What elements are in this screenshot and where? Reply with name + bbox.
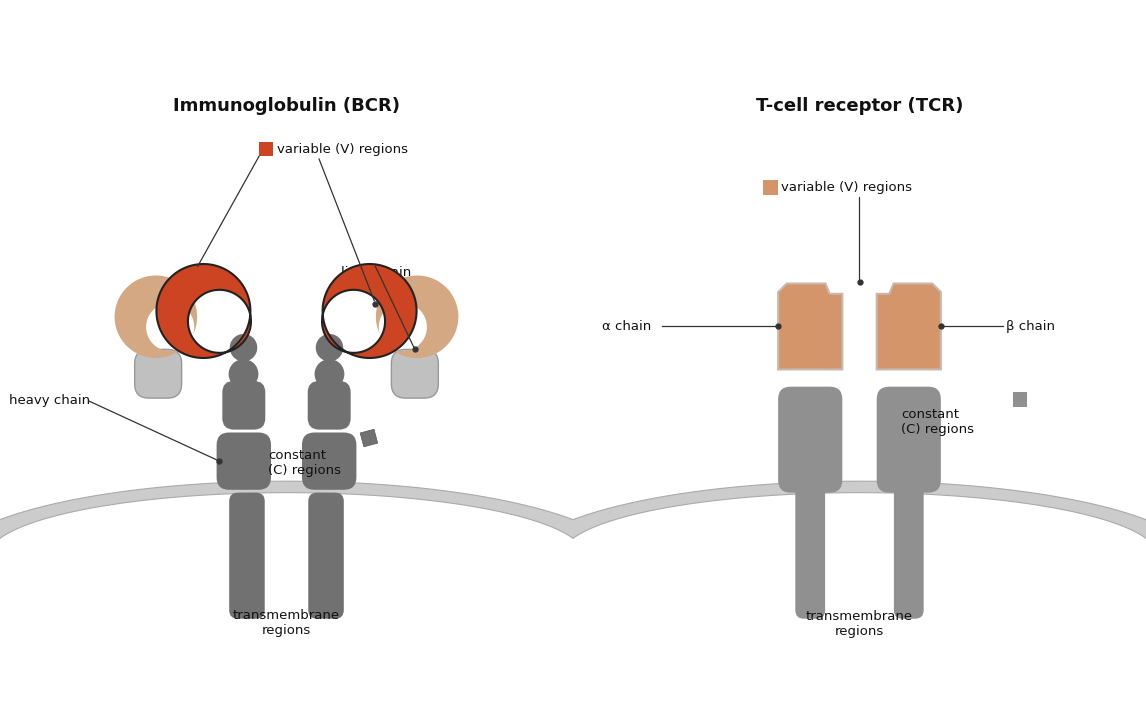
Text: T-cell receptor (TCR): T-cell receptor (TCR) — [756, 97, 963, 115]
Text: variable (V) regions: variable (V) regions — [277, 142, 408, 155]
FancyBboxPatch shape — [308, 493, 344, 619]
Polygon shape — [0, 481, 630, 567]
FancyBboxPatch shape — [222, 381, 266, 430]
Text: Immunoglobulin (BCR): Immunoglobulin (BCR) — [173, 97, 400, 115]
FancyBboxPatch shape — [778, 387, 842, 493]
PathPatch shape — [156, 264, 251, 358]
Polygon shape — [516, 481, 1146, 567]
FancyBboxPatch shape — [392, 349, 438, 398]
Text: variable (V) regions: variable (V) regions — [782, 181, 912, 194]
Text: β chain: β chain — [1006, 320, 1054, 333]
Ellipse shape — [316, 334, 344, 362]
Text: constant
(C) regions: constant (C) regions — [901, 408, 974, 437]
Ellipse shape — [229, 334, 257, 362]
FancyBboxPatch shape — [135, 349, 182, 398]
Ellipse shape — [229, 359, 259, 389]
Polygon shape — [778, 284, 842, 369]
Bar — [259, 142, 273, 156]
Polygon shape — [877, 284, 941, 369]
FancyBboxPatch shape — [877, 387, 941, 493]
Text: transmembrane
regions: transmembrane regions — [233, 609, 340, 637]
FancyBboxPatch shape — [229, 493, 265, 619]
FancyBboxPatch shape — [303, 432, 356, 490]
FancyBboxPatch shape — [217, 432, 270, 490]
Bar — [360, 430, 378, 447]
FancyBboxPatch shape — [894, 484, 924, 619]
Text: constant
(C) regions: constant (C) regions — [268, 448, 342, 477]
Bar — [763, 180, 777, 195]
Text: heavy chain: heavy chain — [9, 395, 89, 407]
Text: light chain: light chain — [342, 266, 411, 279]
PathPatch shape — [115, 276, 197, 358]
Text: transmembrane
regions: transmembrane regions — [806, 610, 913, 638]
FancyBboxPatch shape — [795, 484, 825, 619]
Text: α chain: α chain — [602, 320, 651, 333]
PathPatch shape — [322, 264, 417, 358]
PathPatch shape — [376, 276, 458, 358]
Bar — [1013, 392, 1028, 407]
Ellipse shape — [314, 359, 345, 389]
FancyBboxPatch shape — [307, 381, 351, 430]
